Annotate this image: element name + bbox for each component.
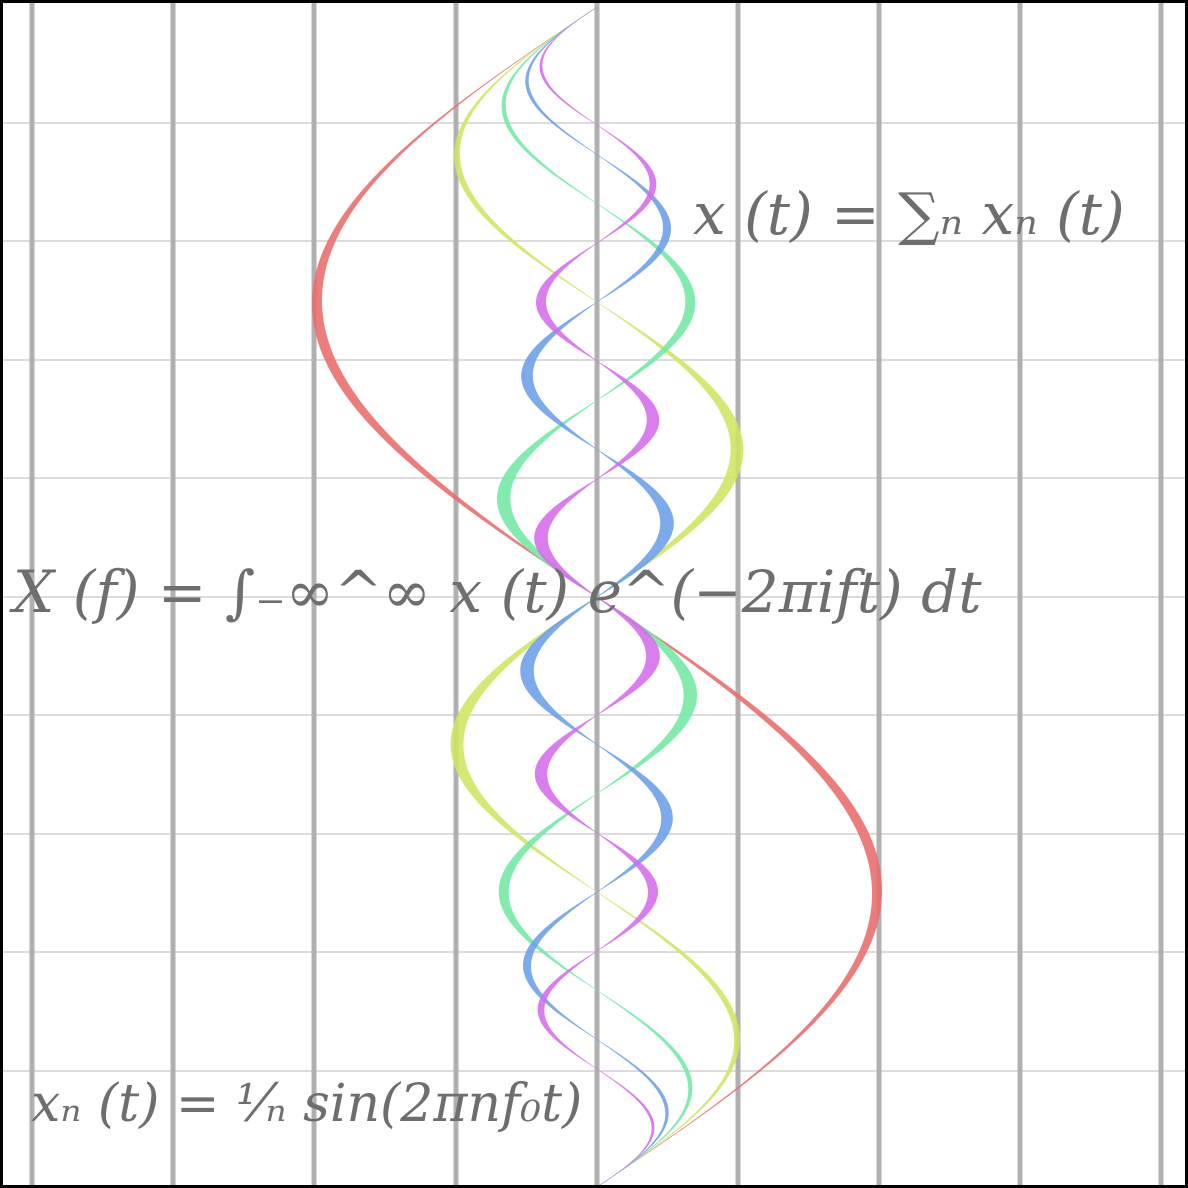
fourier-transform-formula: X (f) = ∫₋∞^∞ x (t) e^(−2πift) dt	[13, 558, 982, 626]
component-formula: xₙ (t) = ¹⁄ₙ sin(2πnf₀t)	[31, 1074, 583, 1134]
sum-formula: x (t) = ∑ₙ xₙ (t)	[693, 180, 1125, 248]
fourier-diagram	[3, 3, 1185, 1185]
